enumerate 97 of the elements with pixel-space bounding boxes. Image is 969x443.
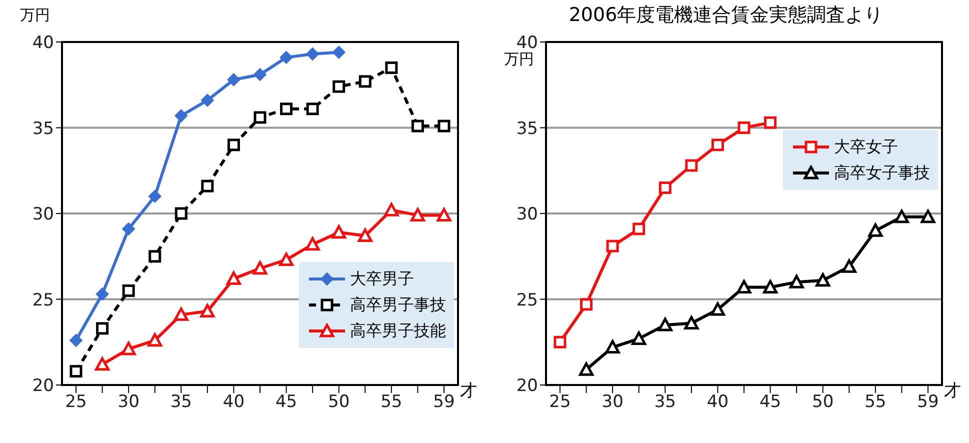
- y-tick-label: 35: [32, 118, 54, 139]
- x-tick-label: 45: [759, 392, 782, 412]
- point: [332, 46, 346, 59]
- legend-label: 高卒男子事技: [350, 294, 446, 316]
- point: [306, 102, 319, 116]
- x-tick-label: 45: [275, 392, 298, 412]
- point: [96, 322, 109, 335]
- point: [70, 334, 82, 347]
- point: [305, 237, 320, 251]
- y-tick-label: 30: [32, 204, 54, 225]
- x-tick-label: 50: [812, 392, 834, 412]
- point: [227, 138, 240, 152]
- point: [658, 182, 672, 194]
- x-axis-title: 才: [460, 380, 477, 402]
- x-tick-label: 59: [917, 392, 939, 412]
- point: [226, 271, 241, 285]
- y-tick-label: 35: [516, 118, 538, 139]
- point: [894, 210, 909, 224]
- y-tick-label: 25: [516, 290, 538, 310]
- point: [438, 120, 450, 132]
- point: [174, 307, 188, 321]
- point: [200, 304, 215, 318]
- point: [122, 284, 135, 297]
- x-tick-label: 30: [602, 392, 624, 412]
- x-axis-title: 才: [944, 380, 961, 402]
- x-tick-label: 25: [549, 392, 571, 412]
- point: [279, 252, 294, 266]
- x-tick-label: 55: [380, 392, 402, 412]
- point: [738, 122, 750, 134]
- point: [358, 75, 372, 88]
- point: [332, 80, 346, 93]
- point: [148, 190, 162, 203]
- point: [920, 210, 936, 224]
- point: [201, 180, 214, 192]
- point: [763, 280, 778, 294]
- point: [174, 109, 188, 122]
- point: [685, 159, 698, 172]
- point: [684, 316, 699, 330]
- point: [816, 273, 830, 287]
- point: [554, 336, 566, 348]
- x-tick-label: 50: [328, 392, 350, 412]
- x-tick-label: 35: [654, 392, 676, 412]
- point: [122, 222, 136, 236]
- point: [227, 73, 240, 86]
- legend-label: 大卒男子: [350, 268, 414, 290]
- point: [200, 94, 214, 107]
- point: [711, 138, 724, 152]
- y-axis-title: 万円: [20, 6, 50, 25]
- point: [148, 333, 162, 347]
- point: [842, 259, 856, 273]
- chart-title: 2006年度電機連合賃金実態調査より: [568, 3, 884, 28]
- point: [579, 362, 594, 376]
- point: [252, 261, 268, 275]
- point: [358, 228, 372, 242]
- point: [280, 50, 293, 64]
- point: [411, 120, 424, 132]
- point: [384, 202, 399, 216]
- point: [710, 302, 725, 316]
- point: [436, 208, 452, 222]
- point: [606, 240, 619, 252]
- point: [70, 365, 82, 378]
- point: [254, 111, 266, 124]
- point: [306, 48, 320, 61]
- y-tick-label: 40: [32, 33, 54, 54]
- legend-label: 大卒女子: [834, 136, 898, 158]
- point: [280, 102, 293, 116]
- y-tick-label: 30: [516, 204, 538, 225]
- point: [174, 207, 188, 220]
- point: [95, 357, 110, 371]
- point: [148, 250, 162, 263]
- legend-label: 高卒男子技能: [350, 320, 446, 342]
- point: [121, 342, 136, 356]
- x-tick-label: 40: [706, 392, 729, 412]
- x-tick-label: 35: [170, 392, 192, 412]
- point: [632, 222, 646, 236]
- point: [385, 61, 398, 74]
- x-tick-label: 25: [65, 392, 87, 412]
- point: [96, 288, 109, 301]
- legend-label: 高卒女子事技: [834, 162, 930, 184]
- point: [580, 298, 593, 311]
- point: [736, 280, 752, 294]
- point: [605, 340, 620, 354]
- x-tick-label: 40: [222, 392, 245, 412]
- point: [332, 225, 346, 239]
- y-tick-label: 20: [32, 376, 54, 396]
- point: [658, 318, 672, 332]
- x-tick-label: 55: [864, 392, 886, 412]
- point: [764, 116, 777, 129]
- point: [789, 274, 804, 288]
- y-tick-label: 20: [516, 376, 538, 396]
- point: [868, 223, 883, 237]
- point: [632, 331, 646, 345]
- y-tick-label: 25: [32, 290, 54, 310]
- x-tick-label: 30: [118, 392, 140, 412]
- point: [254, 68, 266, 82]
- x-tick-label: 59: [433, 392, 455, 412]
- point: [410, 208, 425, 222]
